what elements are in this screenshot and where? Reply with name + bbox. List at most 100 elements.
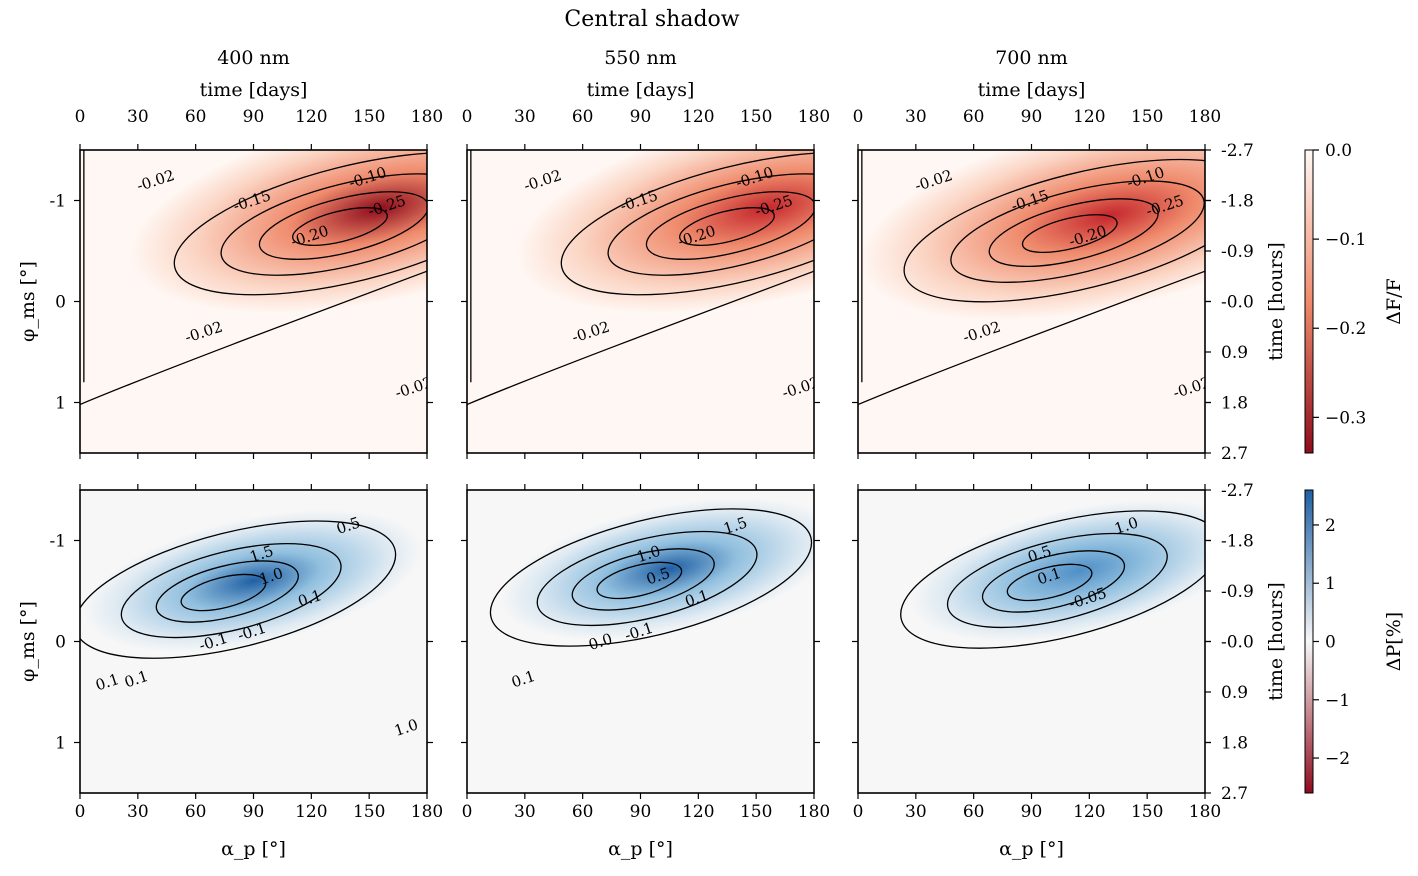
top-xtick-label-flux-550-3: 90 — [630, 107, 652, 127]
heatmap-flux-400: -0.02 -0.10-0.15 -0.25-0.20-0.02-0.02 — [80, 150, 427, 453]
top-xtick-label-flux-700-6: 180 — [1189, 107, 1221, 127]
xlabel-pol-550: α_p [°] — [608, 838, 673, 860]
pol-colorbar-tick-label-2: 0 — [1325, 633, 1336, 653]
xtick-label-pol-550-2: 60 — [572, 802, 594, 822]
right-ytick-label-pol-400-3: -0.0 — [1221, 633, 1254, 653]
contour-pol-700-3 — [1006, 563, 1093, 602]
ytick-label-flux-400-2: 1 — [55, 394, 66, 414]
right-ytick-label-pol-400-2: -0.9 — [1221, 582, 1254, 602]
contour-pol-550-1 — [536, 530, 758, 627]
top-xtick-label-flux-700-5: 150 — [1131, 107, 1163, 127]
contour-flux-400-3 — [292, 207, 388, 246]
xtick-label-pol-400-2: 60 — [185, 802, 207, 822]
top-xtick-label-flux-700-0: 0 — [853, 107, 864, 127]
flux-colorbar-tick-label-3: −0.3 — [1325, 408, 1366, 428]
contour-pol-400-3 — [180, 573, 267, 612]
pol-colorbar-tick-label-4: −2 — [1325, 749, 1350, 769]
right-ylabel-pol-400: time [hours] — [1265, 582, 1287, 701]
top-xlabel-flux-550: time [days] — [587, 79, 695, 101]
right-ytick-label-flux-400-6: 2.7 — [1221, 444, 1248, 464]
contour-flux-400-2 — [258, 191, 427, 260]
contour-flux-550-2 — [645, 191, 814, 260]
contour-flux-700-2 — [988, 198, 1159, 268]
xtick-label-pol-400-5: 150 — [353, 802, 385, 822]
contour-flux-550-1 — [607, 173, 814, 276]
ytick-label-flux-400-1: 0 — [55, 293, 66, 313]
xtick-label-pol-700-0: 0 — [853, 802, 864, 822]
xtick-label-pol-400-0: 0 — [75, 802, 86, 822]
ytick-label-pol-400-0: -1 — [49, 532, 66, 552]
heatmap-pol-700: 1.00.50.1-0.05 — [858, 490, 1205, 793]
top-xtick-label-flux-550-2: 60 — [572, 107, 594, 127]
contour-flux-700-outer — [858, 270, 1205, 406]
top-xtick-label-flux-700-3: 90 — [1021, 107, 1043, 127]
contour-pol-550-3 — [596, 561, 683, 600]
flux-colorbar-bar — [1304, 149, 1314, 454]
contour-flux-400-1 — [220, 173, 427, 276]
xtick-label-pol-700-1: 30 — [905, 802, 927, 822]
top-xtick-label-flux-700-4: 120 — [1073, 107, 1105, 127]
xtick-label-pol-700-3: 90 — [1021, 802, 1043, 822]
xtick-label-pol-700-4: 120 — [1073, 802, 1105, 822]
xtick-label-pol-550-5: 150 — [740, 802, 772, 822]
top-xtick-label-flux-400-5: 150 — [353, 107, 385, 127]
right-ytick-label-flux-400-5: 1.8 — [1221, 394, 1248, 414]
contour-flux-400-outer — [80, 270, 427, 406]
top-xtick-label-flux-400-2: 60 — [185, 107, 207, 127]
pol-colorbar: 2 1 0 −1 −2 ΔP[%] — [1304, 489, 1405, 794]
xtick-label-pol-400-4: 120 — [295, 802, 327, 822]
flux-colorbar-tick-label-0: 0.0 — [1325, 141, 1352, 161]
ytick-label-pol-400-1: 0 — [55, 633, 66, 653]
top-xtick-label-flux-700-2: 60 — [963, 107, 985, 127]
contour-pol-400-2 — [155, 560, 299, 623]
top-xtick-label-flux-400-3: 90 — [243, 107, 265, 127]
contour-flux-550-outer — [467, 270, 814, 406]
top-xtick-label-flux-550-6: 180 — [798, 107, 830, 127]
ylabel-pol-400: φ_ms [°] — [17, 601, 39, 682]
figure-title: Central shadow — [564, 7, 739, 32]
contour-pol-400-0 — [80, 520, 397, 659]
xtick-label-pol-400-6: 180 — [411, 802, 443, 822]
top-xtick-label-flux-400-4: 120 — [295, 107, 327, 127]
top-xtick-label-flux-550-4: 120 — [682, 107, 714, 127]
right-ytick-label-flux-400-3: -0.0 — [1221, 293, 1254, 313]
top-xlabel-flux-700: time [days] — [978, 79, 1086, 101]
right-ylabel-flux-400: time [hours] — [1265, 242, 1287, 361]
panel-flux-700: -0.02 -0.10-0.15 -0.25-0.20-0.02-0.02 0 30 60… — [852, 47, 1221, 459]
xtick-label-pol-700-6: 180 — [1189, 802, 1221, 822]
column-title-flux-700: 700 nm — [995, 47, 1068, 69]
panel-pol-550: 1.51.00.50.1-0.10.10.0 0 30 60 90 120 150 180 α_… — [461, 484, 830, 860]
ytick-label-flux-400-0: -1 — [49, 192, 66, 212]
xtick-label-pol-700-2: 60 — [963, 802, 985, 822]
right-ytick-label-pol-400-0: -2.7 — [1221, 481, 1254, 501]
xtick-label-pol-550-4: 120 — [682, 802, 714, 822]
xtick-label-pol-550-6: 180 — [798, 802, 830, 822]
right-ytick-label-pol-400-5: 1.8 — [1221, 734, 1248, 754]
contour-pol-700-2 — [981, 550, 1126, 613]
top-xtick-label-flux-400-1: 30 — [127, 107, 149, 127]
flux-colorbar-tick-label-1: −0.1 — [1325, 230, 1366, 250]
top-xtick-label-flux-550-5: 150 — [740, 107, 772, 127]
xtick-label-pol-550-0: 0 — [462, 802, 473, 822]
heatmap-flux-700: -0.02 -0.10-0.15 -0.25-0.20-0.02-0.02 — [858, 150, 1205, 453]
right-ytick-label-pol-400-4: 0.9 — [1221, 683, 1248, 703]
xlabel-pol-400: α_p [°] — [221, 838, 286, 860]
column-title-flux-400: 400 nm — [217, 47, 290, 69]
heatmap-pol-550: 1.51.00.50.1-0.10.10.0 — [467, 490, 814, 793]
contour-flux-700-3 — [1021, 214, 1118, 254]
ylabel-flux-400: φ_ms [°] — [17, 261, 39, 342]
xtick-label-pol-700-5: 150 — [1131, 802, 1163, 822]
top-xtick-label-flux-550-1: 30 — [514, 107, 536, 127]
top-xlabel-flux-400: time [days] — [200, 79, 308, 101]
contour-pol-400-1 — [120, 542, 342, 639]
top-xtick-label-flux-400-0: 0 — [75, 107, 86, 127]
flux-colorbar: 0.0 −0.1 −0.2 −0.3 ΔF/F — [1304, 141, 1405, 454]
heatmap-flux-550: -0.02 -0.10-0.15 -0.25-0.20-0.02-0.02 — [467, 150, 814, 453]
right-ytick-label-flux-400-0: -2.7 — [1221, 141, 1254, 161]
contour-pol-700-1 — [946, 532, 1168, 629]
panel-pol-400: 0.51.51.00.1-0.10.1-0.10.11.00 30 60 90 120 1… — [17, 481, 1287, 860]
right-ytick-label-pol-400-6: 2.7 — [1221, 784, 1248, 804]
right-ytick-label-pol-400-1: -1.8 — [1221, 532, 1254, 552]
top-xtick-label-flux-550-0: 0 — [462, 107, 473, 127]
